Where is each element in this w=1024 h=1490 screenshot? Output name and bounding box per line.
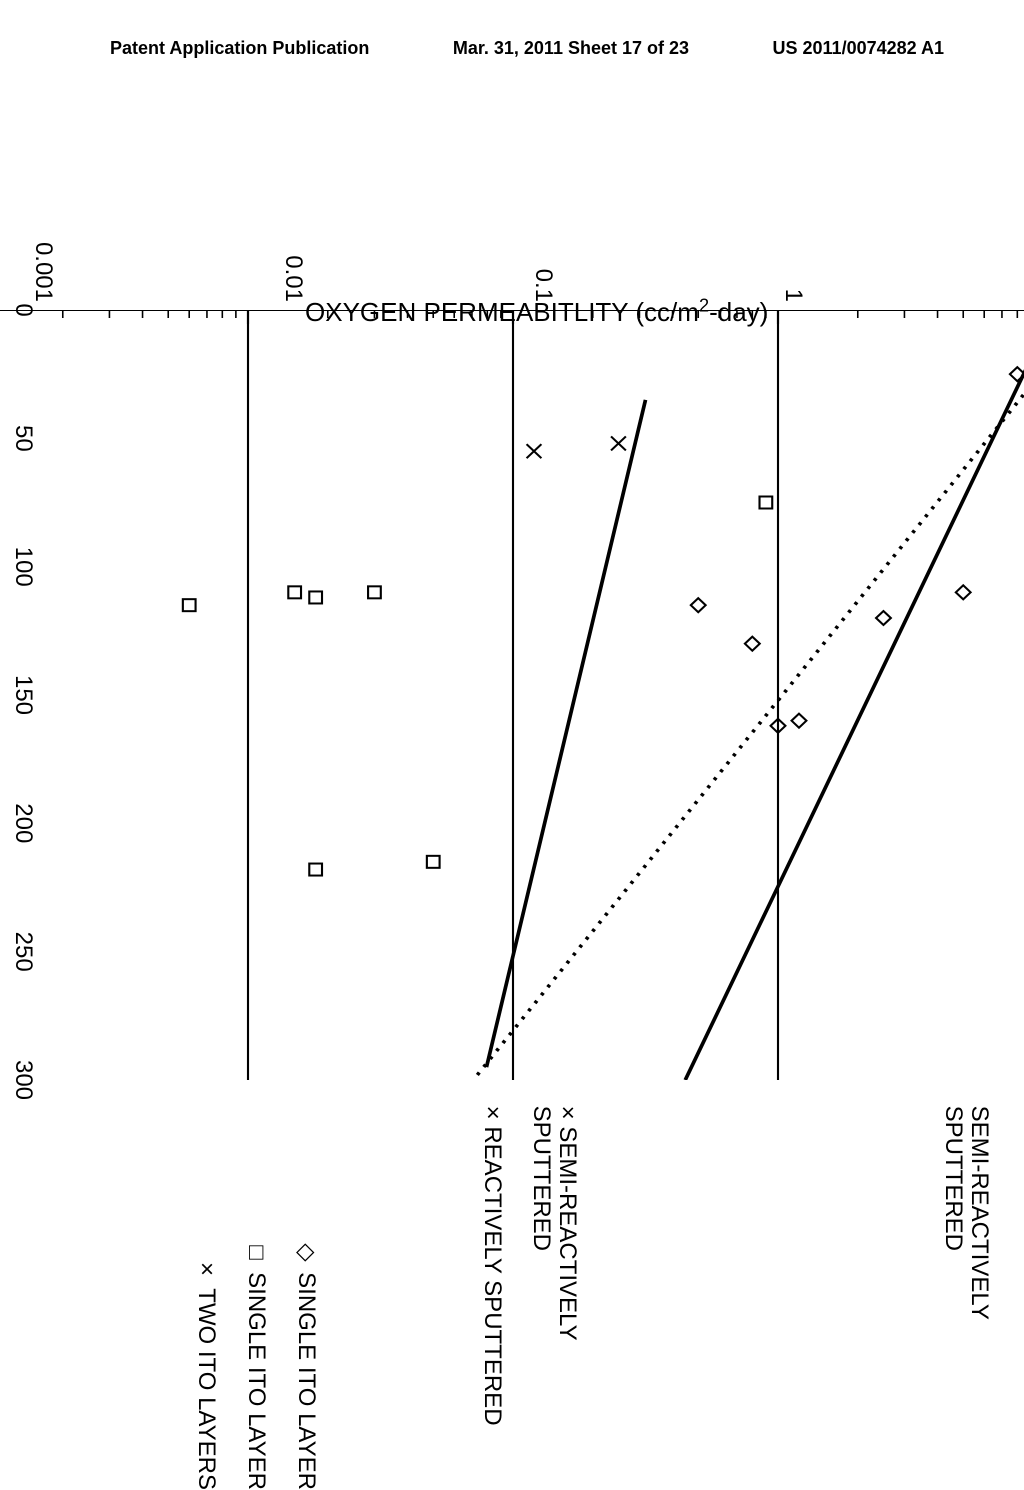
x-tick-label: 250 bbox=[9, 932, 37, 972]
legend-item: × TWO ITO LAYERS bbox=[193, 1256, 219, 1490]
chart-svg bbox=[0, 310, 1024, 1080]
line-label-reactive: × REACTIVELY SPUTTERED bbox=[479, 1106, 505, 1426]
y-tick-label: 0.1 bbox=[529, 269, 557, 302]
header-left: Patent Application Publication bbox=[110, 38, 369, 59]
legend-item: ◇ SINGLE ITO LAYER bbox=[293, 1239, 319, 1490]
line-label-upper-semi: SEMI-REACTIVELYSPUTTERED bbox=[940, 1106, 993, 1320]
x-tick-label: 0 bbox=[9, 303, 37, 316]
x-tick-label: 200 bbox=[9, 803, 37, 843]
y-tick-label: 1 bbox=[779, 289, 807, 302]
line-label-lower-semi: × SEMI-REACTIVELYSPUTTERED bbox=[527, 1106, 580, 1341]
legend-item: □ SINGLE ITO LAYER bbox=[243, 1239, 269, 1490]
x-tick-label: 100 bbox=[9, 547, 37, 587]
x-tick-label: 300 bbox=[9, 1060, 37, 1100]
header-right: US 2011/0074282 A1 bbox=[773, 38, 944, 59]
y-tick-label: 0.01 bbox=[279, 255, 307, 302]
x-tick-label: 150 bbox=[9, 675, 37, 715]
y-tick-label: 0.001 bbox=[29, 242, 57, 302]
figure-24: OXYGEN PERMEABITLITY (cc/m2-day) TOTAL T… bbox=[0, 310, 1024, 1080]
x-tick-label: 50 bbox=[9, 425, 37, 452]
page-header: Patent Application Publication Mar. 31, … bbox=[0, 38, 1024, 59]
header-mid: Mar. 31, 2011 Sheet 17 of 23 bbox=[453, 38, 689, 59]
